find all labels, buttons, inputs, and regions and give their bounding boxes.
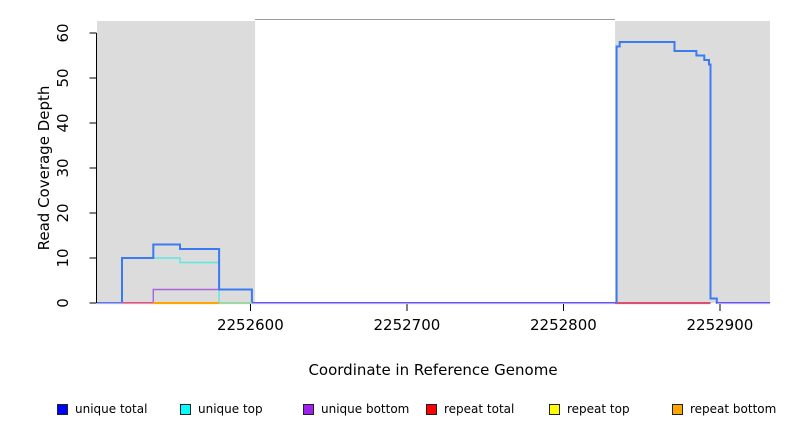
x-tick-label: 2252600 xyxy=(216,316,284,334)
y-tick-label: 50 xyxy=(54,68,72,88)
y-tick-label: 0 xyxy=(54,298,72,308)
y-axis-title: Read Coverage Depth xyxy=(35,85,53,251)
series-unique-total xyxy=(97,41,770,304)
shaded-region xyxy=(615,21,770,303)
shaded-region xyxy=(97,21,256,303)
y-tick-label: 60 xyxy=(54,23,72,43)
y-tick-label: 10 xyxy=(54,248,72,268)
y-tick-label: 20 xyxy=(54,203,72,223)
y-tick-label: 40 xyxy=(54,113,72,133)
x-tick-label: 2252800 xyxy=(529,316,597,334)
x-tick-label: 2252900 xyxy=(686,316,754,334)
y-tick-label: 30 xyxy=(54,158,72,178)
x-tick-label: 2252700 xyxy=(373,316,441,334)
x-axis-title: Coordinate in Reference Genome xyxy=(308,361,558,379)
